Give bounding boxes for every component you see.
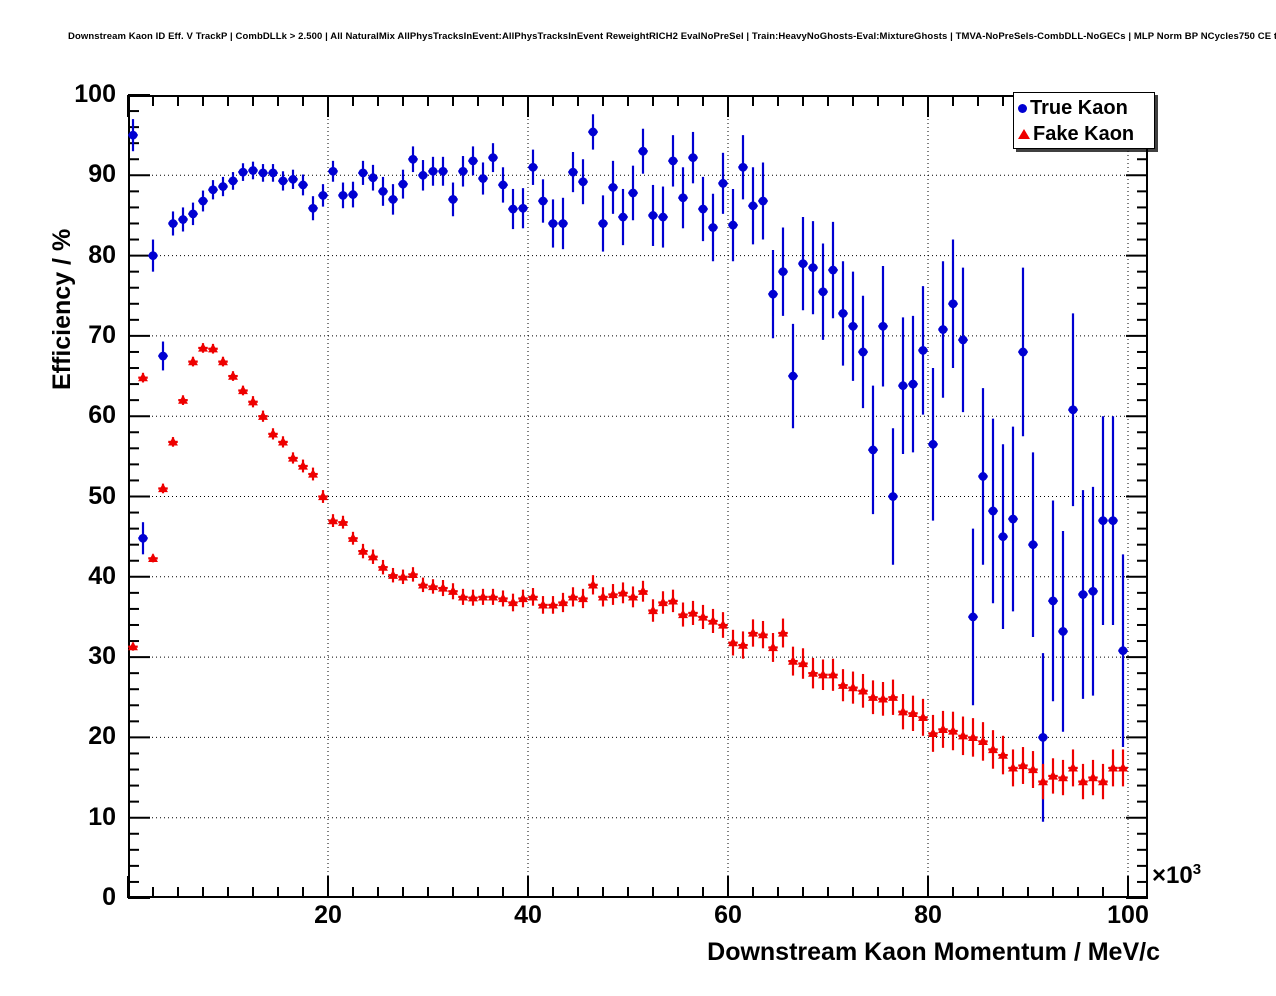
x-tick-label: 100 — [1107, 901, 1149, 929]
legend-item-true-kaon[interactable]: True Kaon — [1018, 95, 1128, 121]
legend-label-fake-kaon: Fake Kaon — [1033, 122, 1135, 145]
y-tick-label: 20 — [88, 722, 116, 751]
x-axis-exponent-power: 3 — [1192, 861, 1202, 878]
y-tick-label: 80 — [88, 240, 116, 269]
y-tick-label: 70 — [88, 320, 116, 349]
y-tick-label: 90 — [88, 160, 116, 189]
x-tick-label: 60 — [714, 901, 742, 929]
plot-title: Downstream Kaon ID Eff. V TrackP | CombD… — [68, 31, 1276, 42]
legend: True Kaon Fake Kaon — [1013, 92, 1155, 149]
plot-frame — [128, 95, 1148, 898]
x-tick-label: 20 — [314, 901, 342, 929]
y-tick-label: 30 — [88, 642, 116, 671]
circle-marker-icon — [1018, 103, 1027, 113]
y-tick-label: 50 — [88, 481, 116, 510]
x-axis-exponent-base: ×10 — [1152, 862, 1193, 889]
y-tick-label: 100 — [74, 80, 116, 108]
legend-label-true-kaon: True Kaon — [1030, 96, 1128, 119]
y-tick-label: 40 — [88, 561, 116, 590]
legend-item-fake-kaon[interactable]: Fake Kaon — [1018, 121, 1134, 147]
x-axis-exponent: ×103 — [1152, 861, 1201, 890]
x-tick-label: 40 — [514, 901, 542, 929]
x-tick-label: 80 — [914, 901, 942, 929]
y-tick-label: 10 — [88, 802, 116, 831]
x-axis-title: Downstream Kaon Momentum / MeV/c — [707, 938, 1160, 966]
triangle-marker-icon — [1018, 129, 1030, 139]
y-tick-label: 0 — [102, 883, 116, 911]
y-tick-label: 60 — [88, 401, 116, 430]
